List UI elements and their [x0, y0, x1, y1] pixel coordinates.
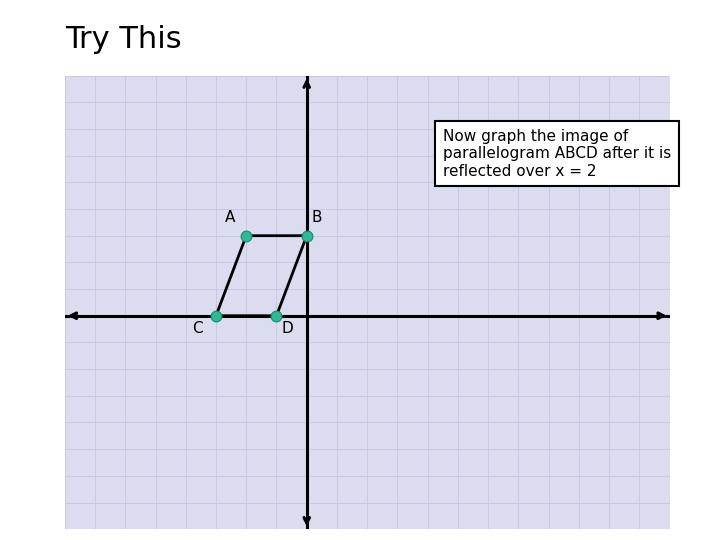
Text: Try This: Try This	[65, 25, 181, 54]
Text: Now graph the image of
parallelogram ABCD after it is
reflected over x = 2: Now graph the image of parallelogram ABC…	[443, 129, 671, 179]
Point	[240, 231, 252, 240]
Text: C: C	[192, 321, 202, 336]
Text: D: D	[281, 321, 293, 336]
Point	[271, 312, 282, 320]
Point	[301, 231, 312, 240]
Text: A: A	[225, 211, 235, 225]
Point	[210, 312, 222, 320]
Text: B: B	[311, 211, 322, 225]
